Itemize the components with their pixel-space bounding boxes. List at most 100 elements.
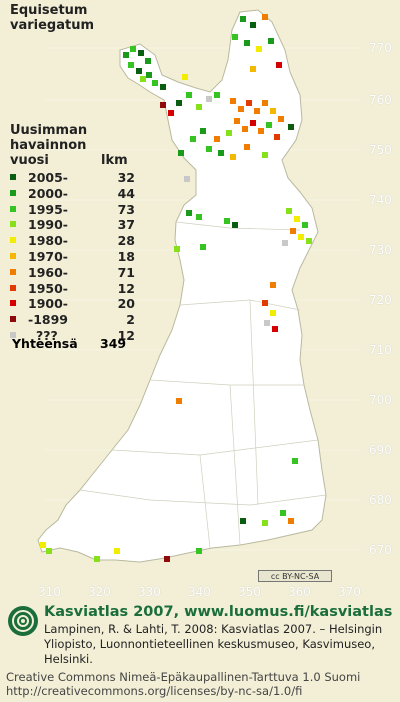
observation-square bbox=[206, 96, 212, 102]
observation-square bbox=[238, 106, 244, 112]
observation-square bbox=[270, 282, 276, 288]
observation-square bbox=[270, 310, 276, 316]
x-tick-label: 320 bbox=[88, 585, 111, 599]
legend-row: 1995- 73 bbox=[10, 202, 135, 218]
observation-square bbox=[290, 228, 296, 234]
observation-square bbox=[200, 244, 206, 250]
observation-square bbox=[246, 100, 252, 106]
observation-square bbox=[278, 116, 284, 122]
observation-square bbox=[232, 222, 238, 228]
observation-square bbox=[46, 548, 52, 554]
legend-count: 12 bbox=[117, 280, 135, 296]
observation-square bbox=[186, 92, 192, 98]
x-tick-label: 350 bbox=[238, 585, 261, 599]
observation-square bbox=[176, 398, 182, 404]
observation-square bbox=[242, 126, 248, 132]
y-tick-label: 740 bbox=[369, 193, 392, 207]
observation-square bbox=[230, 98, 236, 104]
x-tick-label: 370 bbox=[338, 585, 361, 599]
observation-square bbox=[214, 92, 220, 98]
observation-square bbox=[280, 510, 286, 516]
observation-square bbox=[286, 208, 292, 214]
x-tick-label: 330 bbox=[138, 585, 161, 599]
observation-squares bbox=[40, 14, 312, 562]
y-tick-label: 750 bbox=[369, 143, 392, 157]
cc-license-badge[interactable]: cc BY-NC-SA bbox=[258, 570, 332, 582]
observation-square bbox=[244, 40, 250, 46]
legend-swatch bbox=[10, 252, 16, 259]
legend-heading-line2: havainnon bbox=[10, 138, 87, 153]
observation-square bbox=[186, 210, 192, 216]
observation-square bbox=[140, 76, 146, 82]
legend-swatch bbox=[10, 237, 16, 244]
legend-count: 18 bbox=[117, 248, 135, 264]
legend-swatch bbox=[10, 174, 16, 180]
observation-square bbox=[262, 152, 268, 158]
observation-square bbox=[250, 22, 256, 28]
legend-count: 71 bbox=[117, 264, 135, 280]
legend-swatch bbox=[10, 205, 16, 212]
legend-label: 1970- bbox=[28, 248, 68, 264]
legend-row: 2000- 44 bbox=[10, 186, 135, 202]
observation-square bbox=[230, 154, 236, 160]
legend-count-heading: lkm bbox=[101, 153, 128, 168]
legend-count: 44 bbox=[117, 185, 135, 201]
legend-label: 1950- bbox=[28, 280, 68, 296]
species-name-epithet: variegatum bbox=[10, 18, 95, 33]
y-tick-label: 690 bbox=[369, 443, 392, 457]
observation-square bbox=[178, 150, 184, 156]
cc-license-url[interactable]: http://creativecommons.org/licenses/by-n… bbox=[6, 684, 303, 698]
legend-swatch bbox=[10, 189, 16, 196]
legend-label: 2000- bbox=[28, 185, 68, 201]
y-tick-label: 760 bbox=[369, 93, 392, 107]
legend: 2005- 32 2000- 44 1995- 73 1990- 37 1980… bbox=[10, 170, 135, 344]
legend-swatch bbox=[10, 300, 16, 307]
legend-count: 2 bbox=[126, 312, 135, 328]
observation-square bbox=[266, 122, 272, 128]
legend-label: 1980- bbox=[28, 233, 68, 249]
y-tick-label: 680 bbox=[369, 493, 392, 507]
observation-square bbox=[244, 144, 250, 150]
observation-square bbox=[200, 128, 206, 134]
legend-label: 1900- bbox=[28, 296, 68, 312]
observation-square bbox=[224, 218, 230, 224]
observation-square bbox=[268, 38, 274, 44]
legend-row: 1950- 12 bbox=[10, 281, 135, 297]
observation-square bbox=[176, 100, 182, 106]
legend-row: 1960- 71 bbox=[10, 265, 135, 281]
legend-count: 12 bbox=[117, 327, 135, 343]
y-tick-label: 700 bbox=[369, 393, 392, 407]
x-tick-label: 360 bbox=[288, 585, 311, 599]
observation-square bbox=[288, 124, 294, 130]
observation-square bbox=[226, 130, 232, 136]
observation-square bbox=[240, 16, 246, 22]
legend-total-label: Yhteensä bbox=[12, 336, 78, 351]
observation-square bbox=[262, 300, 268, 306]
observation-square bbox=[168, 110, 174, 116]
legend-total-value: 349 bbox=[100, 336, 127, 351]
legend-heading-line1: Uusimman bbox=[10, 123, 88, 138]
observation-square bbox=[234, 118, 240, 124]
finland-map bbox=[37, 9, 360, 563]
observation-square bbox=[182, 74, 188, 80]
observation-square bbox=[130, 46, 136, 52]
citation-text: Lampinen, R. & Lahti, T. 2008: Kasviatla… bbox=[44, 622, 383, 666]
observation-square bbox=[146, 72, 152, 78]
legend-heading: Uusimman havainnon vuosi lkm bbox=[10, 123, 128, 168]
observation-square bbox=[114, 548, 120, 554]
kasviatlas-logo-icon bbox=[8, 606, 38, 636]
observation-square bbox=[302, 222, 308, 228]
observation-square bbox=[294, 216, 300, 222]
observation-square bbox=[40, 542, 46, 548]
observation-square bbox=[256, 46, 262, 52]
footer-title-link[interactable]: Kasviatlas 2007, www.luomus.fi/kasviatla… bbox=[44, 604, 393, 620]
observation-square bbox=[274, 134, 280, 140]
observation-square bbox=[206, 146, 212, 152]
observation-square bbox=[196, 548, 202, 554]
legend-label: 1995- bbox=[28, 201, 68, 217]
x-tick-label: 340 bbox=[188, 585, 211, 599]
observation-square bbox=[152, 80, 158, 86]
observation-square bbox=[214, 136, 220, 142]
y-tick-label: 670 bbox=[369, 543, 392, 557]
legend-count: 32 bbox=[117, 170, 135, 185]
